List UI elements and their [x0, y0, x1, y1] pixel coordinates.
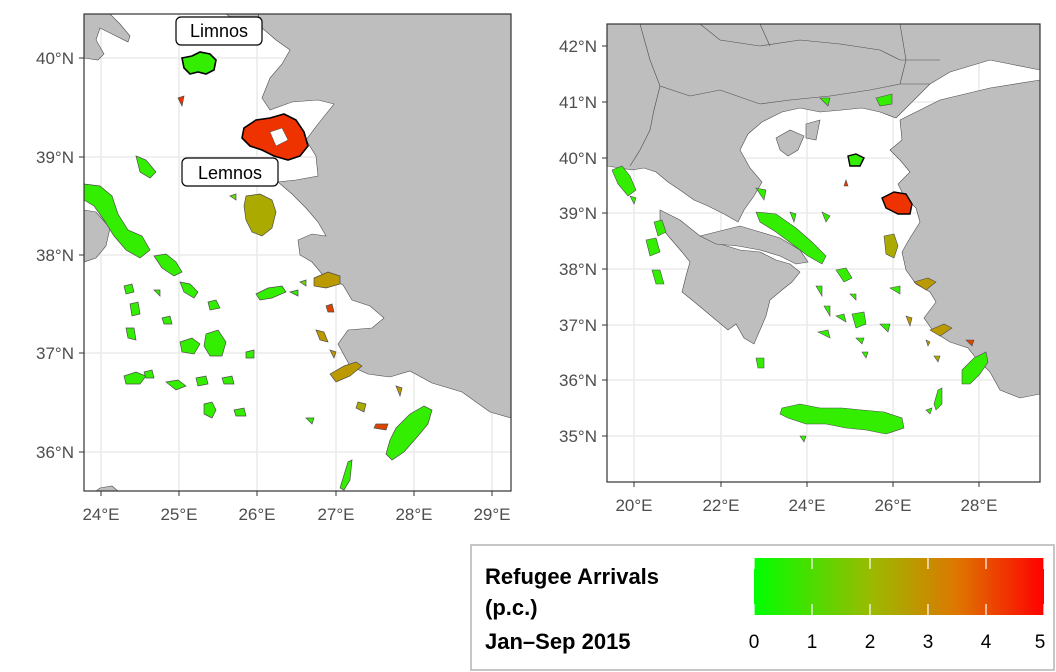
turkey-landmass-overview	[889, 79, 1040, 399]
legend-colorbar-ticks	[753, 558, 1045, 615]
right-y-tick: 40°N	[559, 149, 597, 168]
legend-colorbar	[754, 558, 1044, 615]
naxos-island	[203, 329, 227, 357]
samos-island-overview	[913, 277, 937, 291]
samos-island	[313, 271, 341, 289]
legend-tick-label: 1	[807, 632, 818, 653]
legend-title-line-2: (p.c.)	[485, 595, 538, 620]
right-x-tick: 26°E	[874, 496, 911, 515]
right-y-tick: 38°N	[559, 260, 597, 279]
right-x-tick: 22°E	[702, 496, 739, 515]
legend-title-line-1: Refugee Arrivals	[485, 564, 659, 589]
left-map-islands	[84, 51, 433, 491]
balkans-landmass	[607, 24, 1040, 223]
peloponnese-landmass	[659, 209, 801, 345]
right-map-y-axis: 42°N 41°N 40°N 39°N 38°N 37°N 36°N 35°N	[559, 37, 607, 446]
andros-island	[153, 253, 183, 277]
right-y-tick: 39°N	[559, 204, 597, 223]
skyros-island	[135, 155, 157, 179]
right-map-frame	[606, 23, 1041, 483]
kos-island	[329, 361, 363, 383]
chios-island	[243, 193, 277, 237]
legend-tick-label: 2	[865, 632, 876, 653]
color-legend: Refugee Arrivals (p.c.) Jan–Sep 2015 0 1…	[470, 544, 1055, 671]
right-x-tick: 28°E	[960, 496, 997, 515]
left-x-tick: 25°E	[160, 505, 197, 524]
limnos-island	[181, 51, 217, 75]
left-x-tick: 27°E	[317, 505, 354, 524]
left-y-tick: 40°N	[36, 49, 74, 68]
lemnos-label: Lemnos	[198, 163, 262, 183]
left-map-y-axis: 40°N 39°N 38°N 37°N 36°N	[36, 49, 84, 462]
right-y-tick: 41°N	[559, 93, 597, 112]
left-x-tick: 28°E	[395, 505, 432, 524]
evia-island-overview	[755, 211, 827, 265]
corfu-island	[611, 165, 637, 197]
right-y-tick: 36°N	[559, 371, 597, 390]
left-map-x-axis: 24°E 25°E 26°E 27°E 28°E 29°E	[82, 491, 511, 524]
rhodes-island	[385, 405, 433, 461]
lemnos-callout: Lemnos	[181, 157, 279, 187]
ikaria-island	[255, 285, 287, 301]
left-y-tick: 37°N	[36, 344, 74, 363]
lesvos-island-overview	[881, 191, 913, 215]
right-map-panel: 20°E 22°E 24°E 26°E 28°E 42°N 41°N 40°N …	[559, 23, 1041, 515]
santorini-island	[203, 401, 217, 419]
right-y-tick: 42°N	[559, 37, 597, 56]
right-y-tick: 35°N	[559, 427, 597, 446]
left-x-tick: 24°E	[82, 505, 119, 524]
greek-mainland-north	[84, 14, 131, 61]
legend-tick-label: 4	[981, 632, 992, 653]
crete-island	[779, 403, 905, 435]
left-x-tick: 26°E	[238, 505, 275, 524]
greek-mainland-attica	[84, 209, 111, 263]
naxos-island-overview	[851, 311, 867, 329]
right-map-islands	[611, 93, 989, 443]
right-map-x-axis: 20°E 22°E 24°E 26°E 28°E	[615, 482, 998, 515]
left-map-panel: Limnos Lemnos 24°E 25°E 26°E 27°E 28°E 2…	[36, 13, 512, 524]
chios-island-overview	[883, 233, 899, 259]
left-y-tick: 39°N	[36, 148, 74, 167]
left-x-tick: 29°E	[473, 505, 510, 524]
legend-tick-label: 0	[749, 632, 760, 653]
limnos-label: Limnos	[190, 21, 248, 41]
limnos-callout: Limnos	[175, 16, 263, 46]
right-y-tick: 37°N	[559, 316, 597, 335]
left-map-frame	[83, 13, 512, 492]
legend-title-line-3: Jan–Sep 2015	[485, 629, 631, 654]
crete-fragment	[95, 485, 119, 491]
legend-tick-label: 5	[1035, 632, 1046, 653]
paros-island	[179, 337, 201, 355]
left-y-tick: 36°N	[36, 443, 74, 462]
left-y-tick: 38°N	[36, 246, 74, 265]
right-x-tick: 20°E	[615, 496, 652, 515]
rhodes-island-overview	[961, 351, 989, 385]
right-x-tick: 24°E	[788, 496, 825, 515]
agios-efstratios-island	[177, 95, 185, 108]
turkey-landmass	[257, 14, 511, 419]
limnos-island-overview	[847, 153, 865, 167]
right-map-land	[607, 24, 1040, 399]
legend-tick-label: 3	[923, 632, 934, 653]
evia-island	[84, 183, 151, 259]
